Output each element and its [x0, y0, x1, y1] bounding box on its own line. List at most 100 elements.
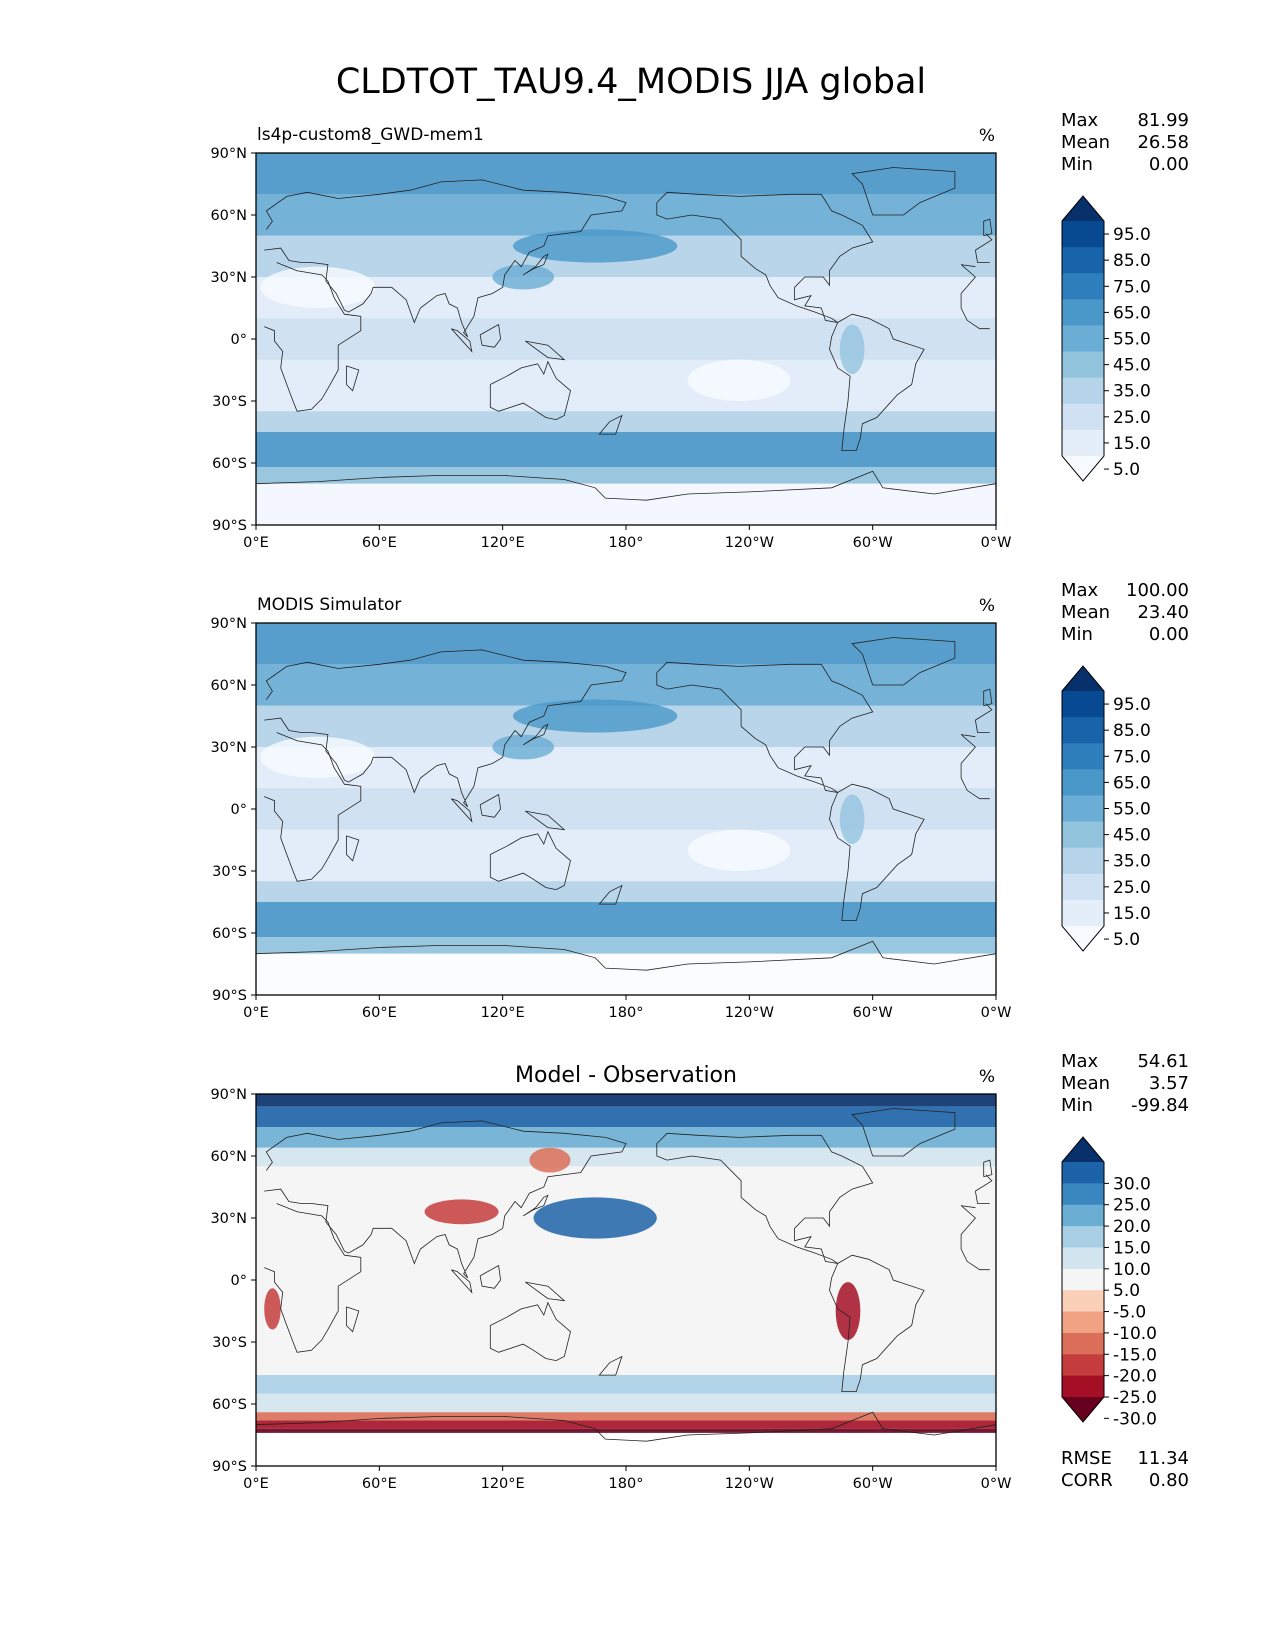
colorbar-extend-min — [1062, 926, 1104, 951]
colorbar-tick-label: 65.0 — [1113, 303, 1151, 323]
x-tick-label: 120°W — [725, 535, 774, 551]
x-tick-label: 0°E — [243, 1476, 269, 1492]
panel-title: Model - Observation — [515, 1063, 737, 1088]
colorbar-extend-min — [1062, 456, 1104, 481]
colorbar-tick-label: 55.0 — [1113, 330, 1151, 350]
colorbar-segment — [1062, 1354, 1104, 1377]
colorbar-segment — [1062, 1247, 1104, 1270]
stat-value: 0.00 — [1149, 624, 1189, 645]
x-tick-label: 120°W — [725, 1005, 774, 1021]
colorbar-segment — [1062, 1162, 1104, 1184]
units-label: % — [979, 1067, 995, 1087]
stat-label: Mean — [1061, 602, 1110, 623]
map-field — [256, 153, 996, 525]
colorbar-segment — [1062, 429, 1104, 457]
colorbar-segment — [1062, 1290, 1104, 1313]
colorbar-extend-max — [1062, 666, 1104, 691]
y-tick-label: 60°S — [212, 456, 247, 472]
colorbar-tick-label: 35.0 — [1113, 382, 1151, 402]
colorbar-segment — [1062, 273, 1104, 300]
panel-2: 90°N 60°N 30°N 0° 30°S 60°S 90°S0°E 60°E 120°E 18… — [210, 580, 1189, 1021]
colorbar: 95.0 85.0 75.0 65.0 55.0 45.0 35.0 25.0 15.0 5.0 — [1061, 665, 1151, 952]
x-tick-label: 0°W — [981, 1476, 1012, 1492]
panels: 90°N60°N30°N0°30°S60°S90°S0°E 60°E 120°E 18… — [210, 110, 1189, 1492]
y-tick-label: 30°S — [212, 1335, 247, 1351]
colorbar-segment — [1062, 1268, 1104, 1291]
panel-1: 90°N 60°N 30°N 0° 30°S 60°S 90°S0°E 60°E 120°E 18… — [210, 110, 1189, 551]
y-tick-label: 60°S — [212, 1397, 247, 1413]
y-tick-label: 90°N — [210, 146, 247, 162]
y-tick-label: 60°S — [212, 926, 247, 942]
y-tick-label: 90°S — [212, 1459, 247, 1475]
stat-label: Min — [1061, 1095, 1093, 1116]
colorbar-tick-label: 5.0 — [1113, 460, 1140, 480]
colorbar-segment — [1062, 795, 1104, 823]
colorbar-tick-label: 85.0 — [1113, 251, 1151, 271]
x-tick-label: 60°E — [362, 535, 397, 551]
colorbar-tick-label: 55.0 — [1113, 800, 1151, 820]
colorbar-tick-label: 35.0 — [1113, 852, 1151, 872]
stat-value: 81.99 — [1137, 110, 1189, 131]
colorbar-tick-label: -30.0 — [1113, 1409, 1157, 1429]
x-tick-label: 0°W — [981, 1005, 1012, 1021]
stat-value: -99.84 — [1131, 1095, 1189, 1116]
stat-value: 11.34 — [1137, 1448, 1189, 1469]
map-field — [256, 1094, 996, 1466]
colorbar-tick-label: 25.0 — [1113, 1196, 1151, 1216]
y-tick-label: 90°S — [212, 518, 247, 534]
y-tick-label: 60°N — [210, 1149, 247, 1165]
x-tick-label: 0°W — [981, 535, 1012, 551]
x-tick-label: 180° — [609, 1005, 644, 1021]
colorbar-segment — [1062, 769, 1104, 796]
colorbar-segment — [1062, 743, 1104, 770]
figure-title: CLDTOT_TAU9.4_MODIS JJA global — [336, 62, 926, 102]
colorbar-segment — [1062, 899, 1104, 927]
colorbar-segment — [1062, 221, 1104, 248]
colorbar-segment — [1062, 691, 1104, 718]
coastlines — [256, 167, 996, 501]
colorbar-tick-label: 10.0 — [1113, 1260, 1151, 1280]
x-tick-label: 120°E — [481, 1005, 525, 1021]
x-tick-label: 180° — [609, 1476, 644, 1492]
y-tick-label: 30°N — [210, 270, 247, 286]
stat-label: Min — [1061, 624, 1093, 645]
x-tick-label: 60°W — [853, 535, 893, 551]
colorbar-tick-label: 85.0 — [1113, 721, 1151, 741]
panel-title: ls4p-custom8_GWD-mem1 — [257, 125, 484, 145]
x-tick-label: 180° — [609, 535, 644, 551]
stat-value: 3.57 — [1149, 1073, 1189, 1094]
x-tick-label: 60°E — [362, 1005, 397, 1021]
colorbar-segment — [1062, 325, 1104, 353]
units-label: % — [979, 596, 995, 616]
stat-value: 26.58 — [1137, 132, 1189, 153]
colorbar-tick-label: 25.0 — [1113, 878, 1151, 898]
y-tick-label: 0° — [231, 802, 247, 818]
colorbar-segment — [1062, 1375, 1104, 1398]
x-tick-label: 120°E — [481, 535, 525, 551]
stat-value: 54.61 — [1137, 1051, 1189, 1072]
colorbar: 95.0 85.0 75.0 65.0 55.0 45.0 35.0 25.0 15.0 5.0 — [1061, 195, 1151, 482]
colorbar-segment — [1062, 821, 1104, 849]
stat-label: Max — [1061, 1051, 1099, 1072]
stat-value: 0.00 — [1149, 154, 1189, 175]
stat-label: Mean — [1061, 132, 1110, 153]
colorbar-tick-label: -15.0 — [1113, 1345, 1157, 1365]
x-tick-label: 120°E — [481, 1476, 525, 1492]
colorbar-tick-label: 95.0 — [1113, 695, 1151, 715]
panel-title: MODIS Simulator — [257, 595, 401, 615]
map-field — [256, 623, 996, 995]
x-tick-label: 60°E — [362, 1476, 397, 1492]
stat-label: RMSE — [1061, 1448, 1112, 1469]
colorbar-segment — [1062, 403, 1104, 431]
y-tick-label: 30°N — [210, 1211, 247, 1227]
colorbar-tick-label: 20.0 — [1113, 1217, 1151, 1237]
colorbar-tick-label: 15.0 — [1113, 1238, 1151, 1258]
y-tick-label: 30°S — [212, 394, 247, 410]
colorbar-segment — [1062, 1204, 1104, 1227]
y-tick-label: 30°N — [210, 740, 247, 756]
y-tick-label: 0° — [231, 332, 247, 348]
colorbar-tick-label: -5.0 — [1113, 1303, 1146, 1323]
stat-label: CORR — [1061, 1470, 1113, 1491]
stat-value: 0.80 — [1149, 1470, 1189, 1491]
